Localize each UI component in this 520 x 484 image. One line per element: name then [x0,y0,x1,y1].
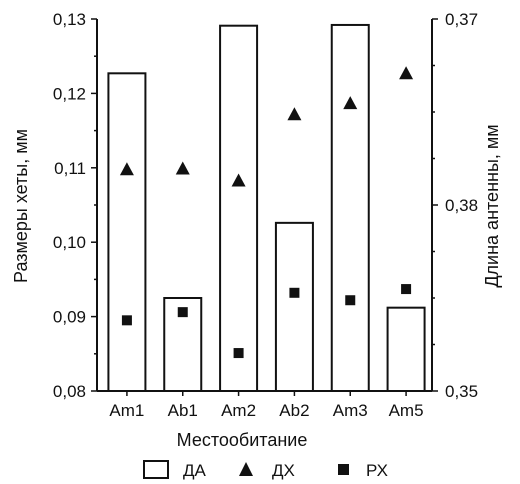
marks-layer [119,66,414,359]
triangle-point-am2 [231,173,246,187]
square-point-am5 [401,284,412,295]
y-left-tick-label: 0,09 [53,308,86,327]
y-left-tick-label: 0,11 [54,159,86,178]
triangle-point-ab1 [175,161,190,175]
square-point-ab2 [289,287,300,298]
bar-am1 [107,72,147,392]
y-right-tick-label: 0,35 [445,382,478,401]
y-axis-right-title: Длина антенны, мм [482,124,502,287]
bars-layer [107,23,426,393]
y-left-tick-label: 0,10 [53,233,86,252]
x-axis-title: Местообитание [177,430,308,450]
bar-am2 [219,24,259,392]
legend-label-rh: РХ [366,461,388,480]
square-point-am3 [345,295,356,306]
square-point-ab1 [177,307,188,318]
triangle-point-am5 [399,66,414,80]
square-point-am1 [121,315,132,326]
square-point-am2 [233,348,244,359]
y-right-tick-label: 0,37 [445,10,478,29]
legend-label-dh: ДХ [272,461,295,480]
x-tick-label: Am3 [333,401,368,420]
y-axis-left-title: Размеры хеты, мм [11,129,31,283]
legend-bar-swatch [143,460,169,479]
x-tick-label: Am5 [389,401,424,420]
legend: ДА ДХ РХ [143,460,388,480]
triangle-point-am3 [343,96,358,110]
triangle-point-am1 [119,162,134,176]
x-tick-label: Am1 [109,401,144,420]
bar-am5 [386,306,426,392]
ticks-layer: 0,08 0,09 0,10 0,11 0,12 0,13 0,35 0,38 0,37 Am1 A… [53,10,478,420]
x-tick-label: Ab2 [279,401,309,420]
y-left-tick-label: 0,08 [53,382,86,401]
y-left-tick-label: 0,13 [53,10,86,29]
bar-ab2 [274,221,314,392]
y-right-tick-label: 0,38 [445,196,478,215]
legend-triangle-swatch [239,462,253,476]
frame-layer [96,19,433,392]
legend-label-da: ДА [183,461,207,480]
y-left-tick-label: 0,12 [53,84,86,103]
legend-square-swatch [338,464,349,475]
triangle-point-ab2 [287,107,302,121]
x-tick-label: Am2 [221,401,256,420]
x-tick-label: Ab1 [168,401,198,420]
bar-am3 [330,23,370,393]
